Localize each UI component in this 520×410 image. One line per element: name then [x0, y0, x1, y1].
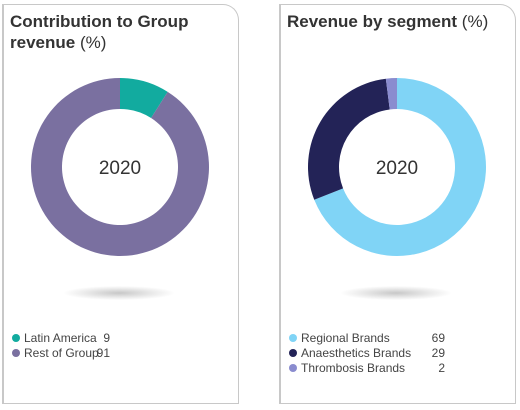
legend-value: 69	[431, 331, 445, 345]
chart-title-text: Contribution to Group revenue	[10, 12, 189, 52]
donut-slice-rest-of-group	[31, 78, 210, 256]
chart-shadow	[341, 286, 451, 300]
legend-swatch	[12, 334, 20, 342]
legend-swatch	[289, 349, 297, 357]
legend-label: Anaesthetics Brands	[301, 346, 412, 360]
chart-title: Revenue by segment (%)	[287, 11, 502, 32]
chart-title-unit: (%)	[79, 33, 107, 52]
chart-title-unit: (%)	[461, 12, 489, 31]
donut-chart: 2020	[308, 78, 486, 256]
legend-label: Regional Brands	[301, 331, 390, 345]
chart-title-text: Revenue by segment	[287, 12, 458, 31]
chart-card-revenue-by-segment: Revenue by segment (%) 2020 Regional Bra…	[279, 4, 516, 404]
legend-swatch	[12, 349, 20, 357]
donut-chart: 2020	[31, 78, 210, 256]
legend-value: 2	[438, 361, 445, 375]
donut-center-label: 2020	[99, 158, 141, 179]
chart-card-group-contribution: Contribution to Group revenue (%) 2020 L…	[2, 4, 239, 404]
donut-slice-regional-brands	[314, 78, 486, 256]
legend-swatch	[289, 364, 297, 372]
donut-center-label: 2020	[376, 158, 418, 179]
donut-slice-thrombosis-brands	[385, 78, 397, 110]
legend-value: 91	[96, 346, 110, 360]
chart-title: Contribution to Group revenue (%)	[10, 11, 225, 53]
donut-slice-latin-america	[120, 78, 168, 119]
legend-label: Rest of Group	[24, 346, 99, 360]
legend-value: 29	[431, 346, 445, 360]
legend-label: Latin America	[24, 331, 97, 345]
chart-shadow	[64, 286, 174, 300]
legend-swatch	[289, 334, 297, 342]
donut-slice-anaesthetics-brands	[308, 78, 390, 200]
legend-label: Thrombosis Brands	[301, 361, 406, 375]
legend-value: 9	[103, 331, 110, 345]
